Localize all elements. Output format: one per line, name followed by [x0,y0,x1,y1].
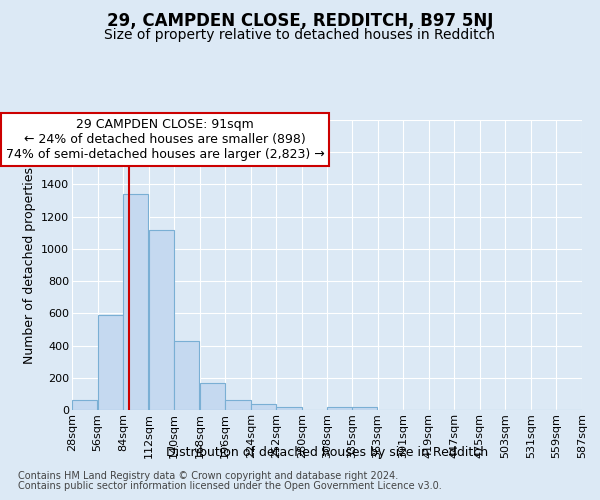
Text: 29 CAMPDEN CLOSE: 91sqm
← 24% of detached houses are smaller (898)
74% of semi-d: 29 CAMPDEN CLOSE: 91sqm ← 24% of detache… [5,118,325,161]
Y-axis label: Number of detached properties: Number of detached properties [23,166,35,364]
Bar [225,400,251,410]
Bar [72,400,97,410]
Bar [251,404,276,410]
Bar [277,407,302,410]
Bar [328,407,353,410]
Bar [98,315,123,410]
Bar [352,407,377,410]
Text: Contains public sector information licensed under the Open Government Licence v3: Contains public sector information licen… [18,481,442,491]
Bar [200,384,225,410]
Text: 29, CAMPDEN CLOSE, REDDITCH, B97 5NJ: 29, CAMPDEN CLOSE, REDDITCH, B97 5NJ [107,12,493,30]
Bar [123,194,148,410]
Text: Contains HM Land Registry data © Crown copyright and database right 2024.: Contains HM Land Registry data © Crown c… [18,471,398,481]
Bar [174,340,199,410]
Bar [149,230,174,410]
Text: Distribution of detached houses by size in Redditch: Distribution of detached houses by size … [166,446,488,459]
Text: Size of property relative to detached houses in Redditch: Size of property relative to detached ho… [104,28,496,42]
